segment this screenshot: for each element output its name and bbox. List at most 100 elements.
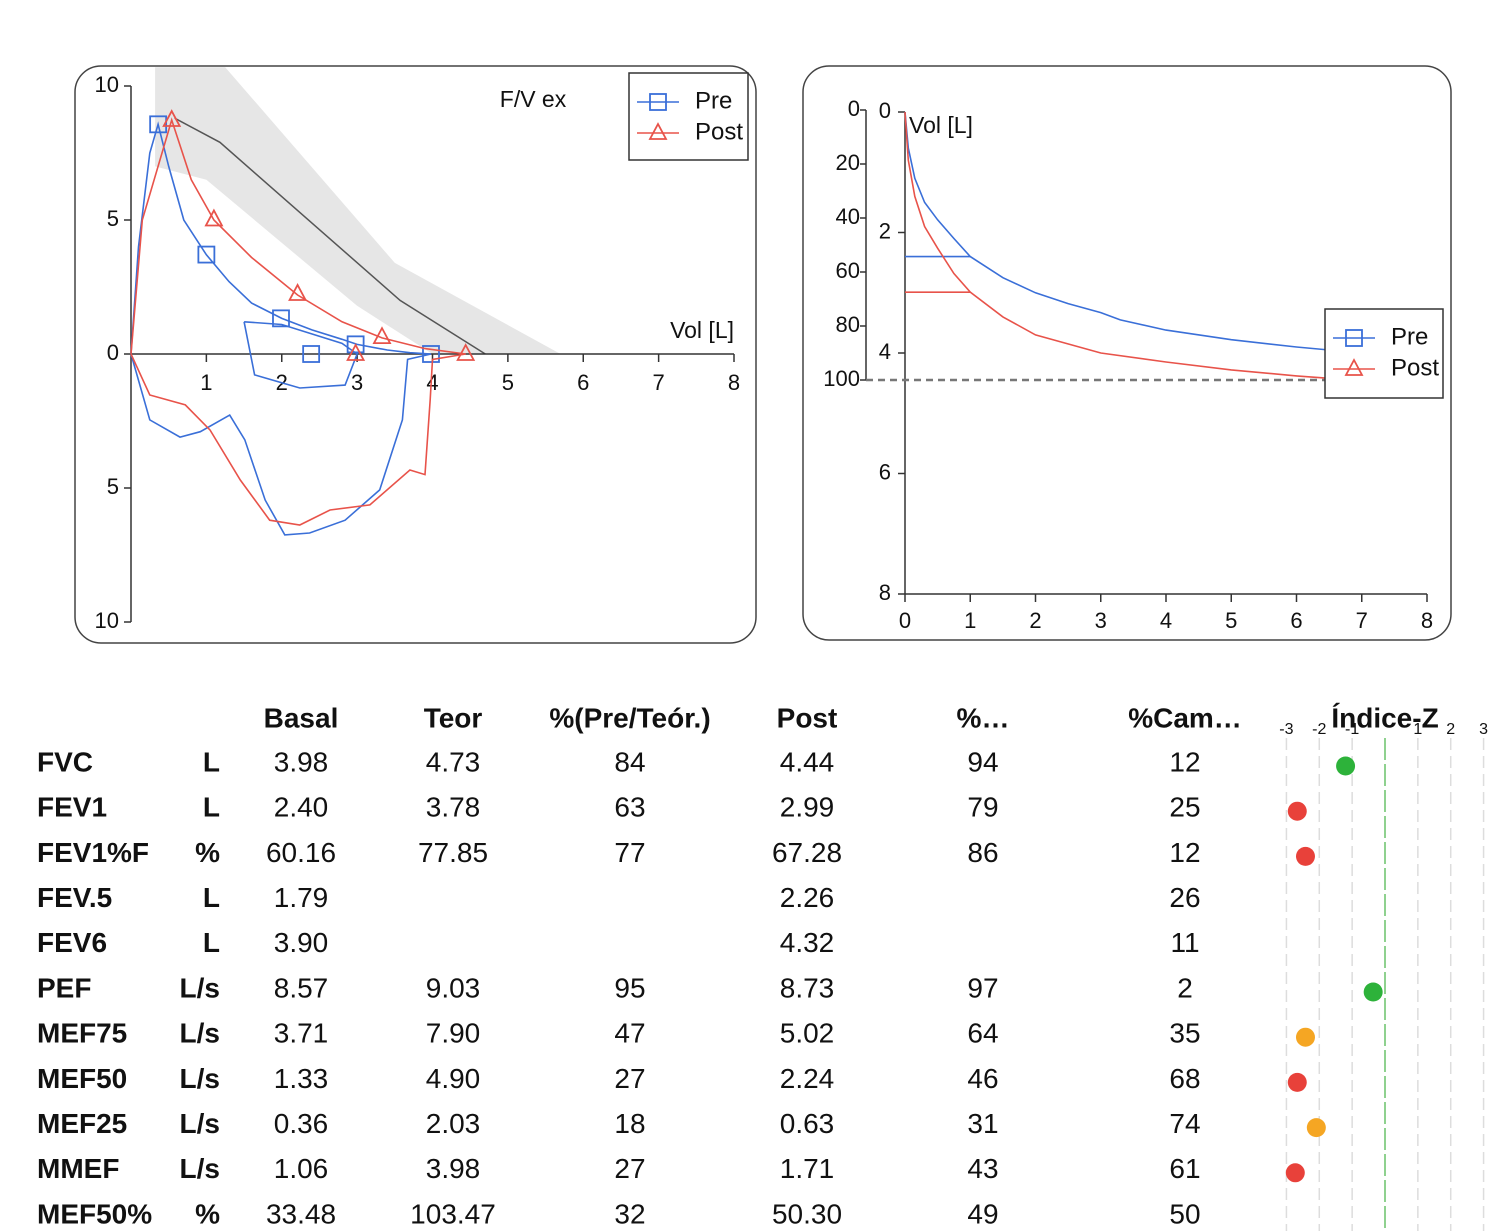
cell-value: 1.06 — [274, 1153, 329, 1184]
y-tick-label: 2 — [879, 218, 891, 243]
y-tick-label: 0 — [107, 340, 119, 365]
unit-label: % — [195, 837, 220, 868]
cell-value: 4.90 — [426, 1063, 481, 1094]
marker — [149, 115, 168, 134]
marker — [422, 345, 440, 363]
row-label: PEF — [37, 972, 91, 1003]
unit-label: L — [203, 746, 220, 777]
y-tick-label: 8 — [879, 580, 891, 605]
z-score-dot — [1287, 801, 1307, 821]
legend-label: Pre — [1391, 323, 1428, 350]
row-label: MEF50 — [37, 1063, 127, 1094]
y-tick-label: 10 — [95, 608, 119, 633]
row-label: FEV6 — [37, 927, 107, 958]
cell-value: 50 — [1169, 1198, 1200, 1229]
x-tick-label: 7 — [653, 370, 665, 395]
cell-value: 64 — [967, 1018, 998, 1049]
cell-value: 0.36 — [274, 1108, 329, 1139]
x-tick-label: 8 — [728, 370, 740, 395]
cell-value: 94 — [967, 746, 998, 777]
legend-box — [628, 72, 749, 161]
cell-value: 4.44 — [780, 746, 835, 777]
z-tick-label: -1 — [1345, 721, 1359, 738]
cell-value: 25 — [1169, 792, 1200, 823]
cell-value: 77 — [614, 837, 645, 868]
column-header: %Cam… — [1128, 702, 1242, 733]
y-tick-label: 10 — [95, 72, 119, 97]
cell-value: 32 — [614, 1198, 645, 1229]
row-label: MMEF — [37, 1153, 119, 1184]
x-tick-label: 3 — [1095, 608, 1107, 633]
x-tick-label: 0 — [899, 608, 911, 633]
chart-frame — [802, 65, 1452, 641]
unit-label: L/s — [180, 972, 220, 1003]
cell-value: 8.73 — [780, 972, 835, 1003]
predicted-line — [174, 117, 486, 355]
marker — [1345, 329, 1363, 347]
cell-value: 5.02 — [780, 1018, 835, 1049]
cell-value: 79 — [967, 792, 998, 823]
cell-value: 49 — [967, 1198, 998, 1229]
cell-value: 12 — [1169, 837, 1200, 868]
column-header: Basal — [264, 702, 339, 733]
cell-value: 11 — [1170, 927, 1199, 958]
y2-tick-label: 60 — [836, 258, 860, 283]
unit-label: L — [203, 882, 220, 913]
marker — [1344, 358, 1364, 376]
x-tick-label: 6 — [1290, 608, 1302, 633]
cell-value: 3.98 — [426, 1153, 481, 1184]
cell-value: 86 — [967, 837, 998, 868]
legend-label: Pre — [695, 87, 732, 114]
x-tick-label: 1 — [200, 370, 212, 395]
cell-value: 97 — [967, 972, 998, 1003]
x-tick-label: 5 — [1225, 608, 1237, 633]
cell-value: 2.99 — [780, 792, 835, 823]
x-tick-label: 7 — [1356, 608, 1368, 633]
cell-value: 46 — [967, 1063, 998, 1094]
x-tick-label: 4 — [1160, 608, 1172, 633]
column-header: %… — [957, 702, 1010, 733]
y-tick-label: 0 — [879, 98, 891, 123]
cell-value: 4.32 — [780, 927, 835, 958]
row-label: FVC — [37, 746, 93, 777]
marker — [197, 245, 216, 264]
marker — [346, 335, 365, 354]
unit-label: % — [195, 1198, 220, 1229]
z-score-dot — [1295, 846, 1315, 866]
cell-value: 2.26 — [780, 882, 835, 913]
cell-value: 43 — [967, 1153, 998, 1184]
y2-tick-label: 40 — [836, 204, 860, 229]
cell-value: 103.47 — [410, 1198, 496, 1229]
marker — [288, 283, 308, 301]
y2-tick-label: 20 — [836, 150, 860, 175]
cell-value: 31 — [967, 1108, 998, 1139]
cell-value: 8.57 — [274, 972, 329, 1003]
marker — [456, 343, 476, 361]
cell-value: 47 — [614, 1018, 645, 1049]
z-tick-label: 3 — [1479, 721, 1488, 738]
cell-value: 67.28 — [772, 837, 842, 868]
series-line — [130, 121, 432, 536]
cell-value: 61 — [1169, 1153, 1200, 1184]
unit-label: L/s — [180, 1063, 220, 1094]
z-score-dot — [1306, 1118, 1326, 1138]
chart-title: F/V ex — [500, 86, 567, 112]
cell-value: 1.71 — [780, 1153, 835, 1184]
cell-value: 7.90 — [426, 1018, 481, 1049]
cell-value: 2.03 — [426, 1108, 481, 1139]
cell-value: 68 — [1169, 1063, 1200, 1094]
y-tick-label: 6 — [879, 459, 891, 484]
y-tick-label: 4 — [879, 339, 891, 364]
cell-value: 18 — [614, 1108, 645, 1139]
x-tick-label: 1 — [964, 608, 976, 633]
cell-value: 2 — [1177, 972, 1193, 1003]
cell-value: 3.90 — [274, 927, 329, 958]
cell-value: 3.98 — [274, 746, 329, 777]
cell-value: 2.40 — [274, 792, 329, 823]
cell-value: 63 — [614, 792, 645, 823]
x-axis-label: Vol [L] — [670, 317, 734, 343]
cell-value: 77.85 — [418, 837, 488, 868]
unit-label: L — [203, 792, 220, 823]
